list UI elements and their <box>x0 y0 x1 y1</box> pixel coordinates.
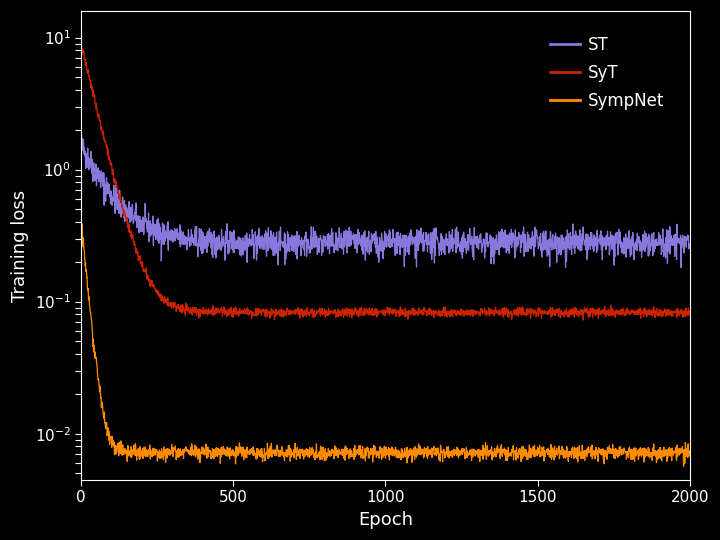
SympNet <box>557 448 565 454</box>
Y-axis label: Training loss: Training loss <box>11 190 29 301</box>
SympNet <box>109 441 117 448</box>
ST <box>77 140 86 146</box>
SympNet <box>77 225 86 231</box>
ST <box>557 240 565 246</box>
ST <box>668 238 677 244</box>
SympNet <box>357 450 366 457</box>
SympNet <box>373 448 382 455</box>
SyT <box>108 167 117 173</box>
Line: SympNet: SympNet <box>81 224 690 467</box>
SyT <box>556 314 564 321</box>
SyT <box>685 308 694 314</box>
SyT <box>579 317 588 323</box>
Legend: ST, SyT, SympNet: ST, SyT, SympNet <box>534 19 681 127</box>
SympNet <box>679 463 688 470</box>
SympNet <box>685 453 694 459</box>
Line: SyT: SyT <box>81 46 690 320</box>
SyT <box>77 43 86 50</box>
ST <box>109 198 117 205</box>
ST <box>357 232 366 239</box>
X-axis label: Epoch: Epoch <box>358 511 413 529</box>
SyT <box>373 307 382 313</box>
SympNet <box>668 447 677 453</box>
ST <box>667 242 676 248</box>
ST <box>78 135 87 141</box>
SyT <box>357 307 366 314</box>
ST <box>685 245 694 251</box>
SympNet <box>78 220 86 227</box>
SyT <box>667 310 676 316</box>
SyT <box>668 308 677 315</box>
ST <box>373 244 382 251</box>
ST <box>677 264 685 271</box>
Line: ST: ST <box>81 138 690 267</box>
SympNet <box>667 445 676 451</box>
